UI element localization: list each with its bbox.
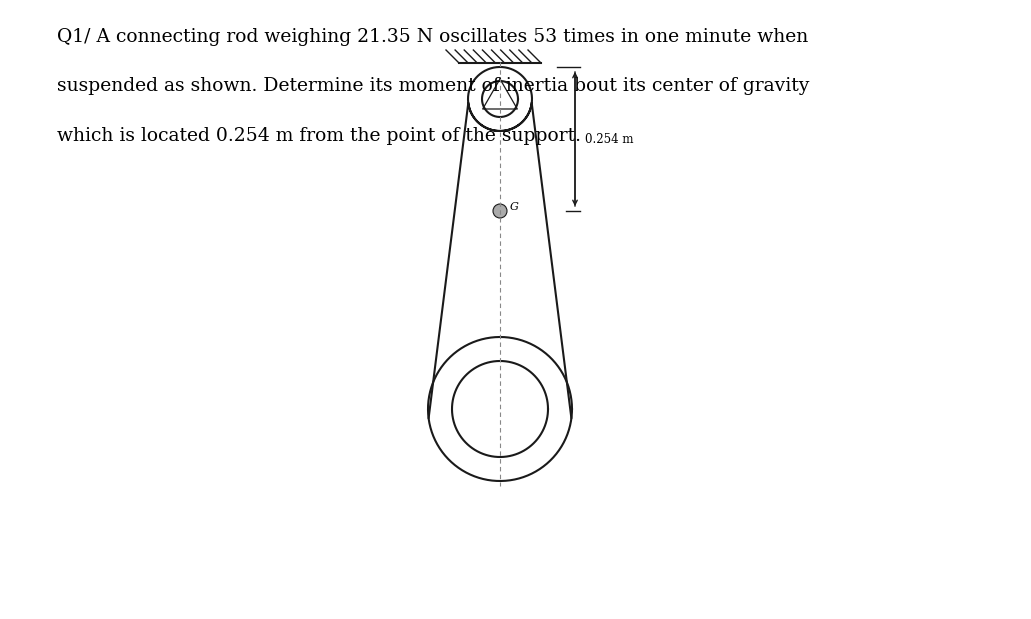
Text: suspended as shown. Determine its moment of inertia bout its center of gravity: suspended as shown. Determine its moment… (57, 77, 809, 95)
Text: which is located 0.254 m from the point of the support.: which is located 0.254 m from the point … (57, 127, 580, 145)
Text: G: G (510, 202, 519, 212)
Circle shape (493, 204, 507, 218)
Text: Q1/ A connecting rod weighing 21.35 N oscillates 53 times in one minute when: Q1/ A connecting rod weighing 21.35 N os… (57, 28, 808, 46)
Text: 0.254 m: 0.254 m (585, 132, 633, 145)
